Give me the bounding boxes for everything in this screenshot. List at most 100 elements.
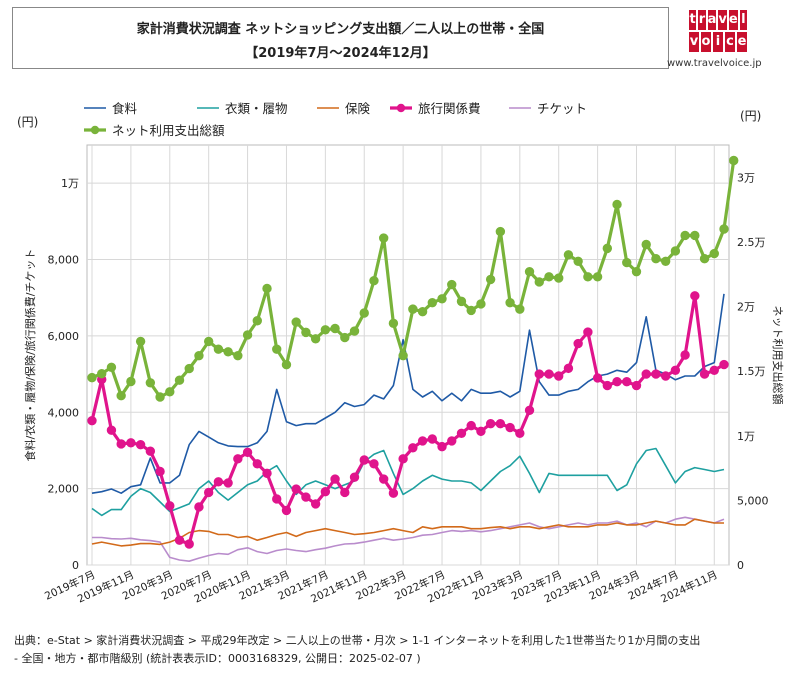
series-point — [505, 422, 515, 433]
y-left-axis-title: 食料/衣類・履物/保険/旅行関係費/チケット — [23, 249, 37, 462]
series-point — [573, 338, 583, 349]
series-point — [194, 350, 204, 361]
series-point — [242, 447, 253, 458]
series-point — [174, 375, 185, 385]
series-point — [456, 428, 467, 438]
chart-subtitle: 【2019年7月〜2024年12月】 — [245, 46, 436, 61]
series-point — [252, 459, 262, 469]
series-point — [291, 484, 301, 494]
series-point — [495, 226, 506, 237]
legend-marker — [90, 125, 100, 135]
series-point — [670, 365, 681, 375]
series-point — [719, 224, 729, 234]
series-point — [398, 454, 408, 464]
series-point — [408, 443, 418, 453]
series-point — [690, 230, 700, 241]
series-point — [602, 243, 613, 254]
legend-item: チケット — [509, 101, 587, 116]
y-right-tick-label: 1.5万 — [737, 365, 766, 378]
series-point — [223, 347, 233, 357]
logo-letter: l — [739, 10, 747, 30]
series-point — [165, 387, 175, 397]
series-line-0 — [91, 293, 725, 495]
series-point — [340, 332, 350, 343]
series-point — [369, 459, 379, 469]
series-point — [476, 299, 486, 309]
legend-label: 衣類・履物 — [225, 101, 288, 116]
series-point — [583, 327, 593, 337]
series-point — [427, 297, 438, 308]
y-left-unit: (円) — [17, 115, 38, 129]
title-box: 家計消費状況調査 ネットショッピング支出額／二人以上の世帯・全国 【2019年7… — [12, 7, 669, 69]
y-right-axis-title: ネット利用支出総額 — [771, 306, 785, 405]
y-left-tick-label: 8,000 — [48, 254, 80, 267]
legend-label: 保険 — [345, 101, 371, 116]
series-point — [330, 323, 340, 334]
series-point — [534, 369, 544, 379]
series-point — [301, 327, 311, 338]
series-point — [680, 350, 690, 360]
series-point — [466, 305, 476, 316]
series-point — [427, 434, 438, 444]
series-point — [223, 478, 233, 488]
chart-title: 家計消費状況調査 ネットショッピング支出額／二人以上の世帯・全国 — [136, 22, 545, 37]
legend-marker — [396, 103, 406, 113]
series-point — [573, 256, 583, 267]
series-point — [252, 316, 262, 326]
series-point — [349, 472, 360, 482]
series-point — [563, 363, 574, 374]
chart-frame: 0 2,000 4,000 6,000 8,000 1万 2019年7月 2019年11月 20… — [12, 90, 786, 622]
series-point — [213, 344, 224, 354]
series-point — [310, 334, 321, 344]
series-point — [126, 376, 136, 387]
series-point — [281, 359, 292, 370]
series-point — [699, 254, 710, 264]
series-line-4 — [92, 516, 725, 563]
series-point — [641, 369, 651, 379]
series-point — [437, 441, 447, 452]
series-point — [651, 254, 661, 264]
series-point — [563, 250, 574, 260]
series-point — [544, 369, 554, 379]
series-point — [97, 369, 107, 379]
series-point — [612, 199, 622, 210]
series-point — [524, 266, 535, 277]
series-point — [155, 392, 165, 402]
series-point — [301, 492, 311, 502]
logo-letter: a — [707, 10, 717, 30]
legend-label: チケット — [537, 101, 587, 116]
series-point — [583, 272, 593, 282]
y-left-tick-label: 0 — [72, 559, 79, 572]
series-point — [242, 330, 253, 340]
series-point — [602, 380, 613, 391]
y-right-unit: (円) — [740, 109, 761, 123]
series-point — [622, 377, 632, 387]
series-point — [213, 477, 224, 487]
series-point — [729, 155, 739, 166]
y-right-tick-label: 1万 — [737, 430, 755, 443]
series-point — [262, 468, 272, 479]
plot-area — [86, 144, 730, 566]
legend-item: 衣類・履物 — [197, 101, 288, 116]
logo-letter: e — [737, 32, 747, 52]
series-point — [670, 246, 681, 256]
series-point — [408, 304, 418, 314]
series-point — [135, 336, 146, 347]
series-point — [709, 365, 719, 375]
legend-label: 旅行関係費 — [418, 101, 481, 116]
logo-letter: r — [698, 10, 706, 30]
y-right-tick-label: 2.5万 — [737, 236, 766, 249]
series-point — [203, 487, 214, 498]
series-point — [281, 505, 292, 516]
series-point — [262, 283, 272, 294]
series-point — [709, 248, 719, 259]
logo-url[interactable]: www.travelvoice.jp — [667, 58, 762, 69]
series-point — [495, 419, 506, 429]
source-line-2: - 全国・地方・都市階級別 (統計表表示ID：0003168329, 公開日：2… — [14, 652, 421, 665]
series-point — [106, 425, 117, 435]
series-point — [272, 494, 282, 504]
series-point — [515, 428, 525, 438]
legend-label: ネット利用支出総額 — [112, 123, 225, 138]
